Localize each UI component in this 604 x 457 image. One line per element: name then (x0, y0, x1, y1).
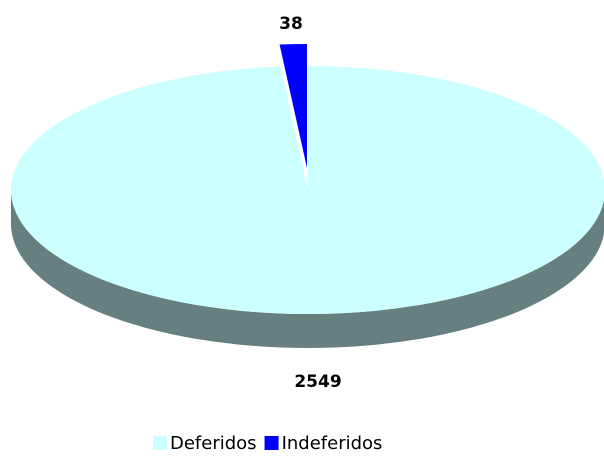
value-label: 38 (279, 14, 303, 34)
legend-swatch (264, 436, 279, 450)
value-label: 2549 (294, 372, 341, 392)
legend-swatch (153, 436, 167, 450)
legend-label: Deferidos (170, 433, 257, 454)
legend-label: Indeferidos (282, 433, 383, 454)
pie-slice (279, 44, 307, 169)
pie-slice (11, 66, 604, 314)
slice-side (11, 190, 604, 348)
